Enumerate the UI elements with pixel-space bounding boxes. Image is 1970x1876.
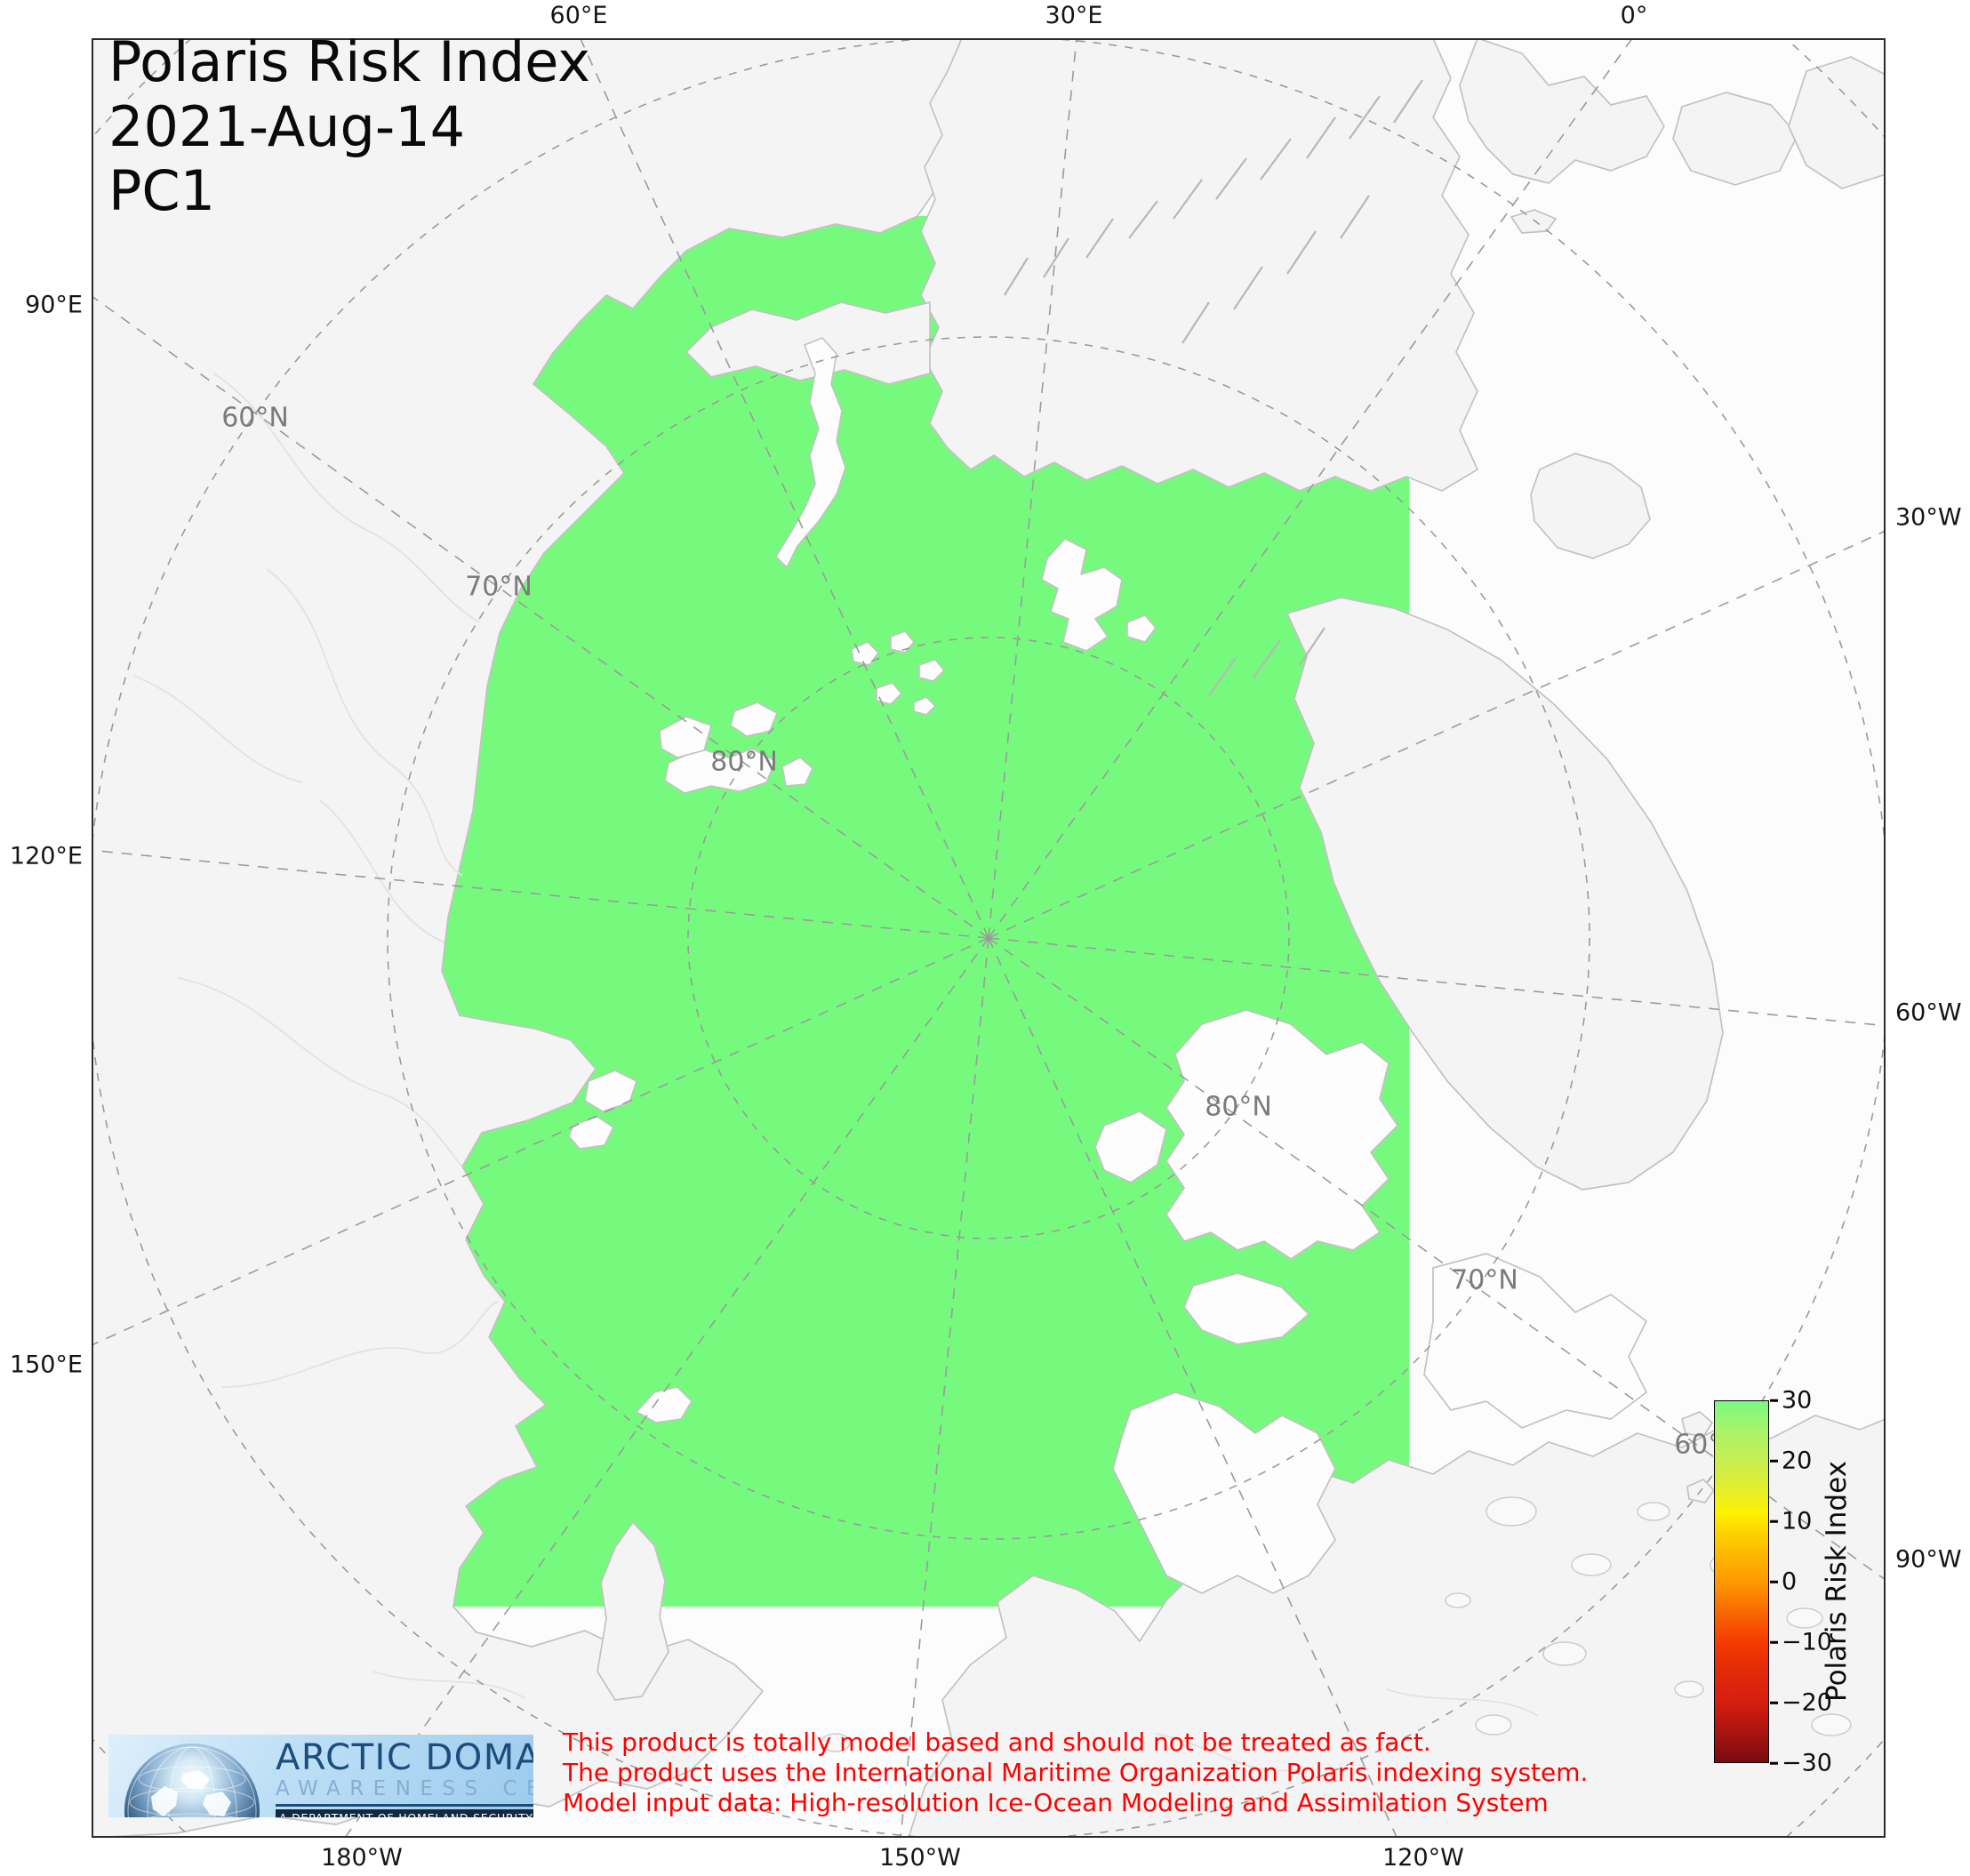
figure-title: Polaris Risk Index 2021-Aug-14 PC1 [108,29,590,224]
colorbar-ticklabel-neg10: −10 [1782,1628,1832,1656]
svalbard-islands [1041,538,1123,652]
logo-name: ARCTIC DOMAIN [276,1737,533,1778]
gridline-label-180w: 180°W [321,1844,403,1872]
latitude-label-60n-nw: 60°N [221,402,289,434]
scandinavia-landmass [920,38,1478,492]
arctic-domain-awareness-center-logo: ARCTIC DOMAIN AWARENESS CENTER A DEPARTM… [108,1735,533,1817]
arctic-islands [568,337,1157,1423]
chukotka-coast [597,1521,669,1701]
fjord-hatching [1004,79,1423,696]
eurasia-landmass [92,38,963,1838]
gridline-label-150e: 150°E [9,1351,83,1379]
colorbar-tick [1770,1519,1778,1523]
franz-josef-land [851,641,879,666]
colorbar-ticklabel-0: 0 [1782,1567,1798,1596]
latitude-label-80n-nw: 80°N [710,746,778,778]
north-atlantic-islands [1459,38,1886,1503]
colorbar-axis-label: Polaris Risk Index [1821,1461,1853,1703]
colorbar-ticklabel-neg20: −20 [1782,1688,1832,1717]
disclaimer-text: This product is totally model based and … [563,1728,1588,1818]
iceland [1530,453,1651,559]
gridline-label-150w: 150°W [879,1844,961,1872]
title-line-product: Polaris Risk Index [108,29,590,94]
risk-index-data-region [442,216,1409,1607]
globe-icon [124,1744,260,1817]
logo-text-block: ARCTIC DOMAIN AWARENESS CENTER A DEPARTM… [276,1739,533,1817]
logo-tagline: A DEPARTMENT OF HOMELAND SECURITY CENTER… [276,1809,533,1817]
disclaimer-line-1: This product is totally model based and … [563,1728,1431,1757]
title-line-variant: PC1 [108,158,216,224]
new-siberian-islands [584,1070,637,1112]
latitude-label-70n-se: 70°N [1451,1264,1518,1296]
gridline-label-90e: 90°E [25,291,83,319]
colorbar-gradient [1714,1400,1769,1763]
river-lines [132,373,1539,1772]
gridline-label-120e: 120°E [9,842,83,870]
colorbar-tick [1770,1701,1778,1704]
gridline-label-0: 0° [1620,2,1648,29]
colorbar-tick [1770,1761,1778,1765]
ireland [1672,92,1798,186]
colorbar-ticklabel-10: 10 [1782,1507,1813,1535]
map-plot-area [92,38,1886,1838]
colorbar-ticklabel-30: 30 [1782,1386,1813,1415]
faroe-islands [1510,209,1557,234]
colorbar-ticklabel-neg30: −30 [1782,1749,1832,1777]
colorbar-ticklabel-20: 20 [1782,1447,1813,1475]
latitude-label-80n-se: 80°N [1205,1091,1272,1123]
title-line-date: 2021-Aug-14 [108,93,466,159]
graticule-latitude-circles [92,38,1886,1838]
logo-subname: AWARENESS CENTER [276,1777,533,1807]
gridline-label-90w: 90°W [1895,1545,1962,1574]
wrangel-island [636,1386,693,1423]
gridline-label-30e: 30°E [1045,2,1103,29]
severnaya-zemlya [664,748,776,794]
colorbar-tick [1770,1399,1778,1402]
colorbar-tick [1770,1580,1778,1583]
gridline-label-120w: 120°W [1382,1844,1464,1872]
arctic-map [92,38,1886,1838]
disclaimer-line-3: Model input data: High-resolution Ice-Oc… [563,1788,1549,1817]
latitude-label-70n-nw: 70°N [465,571,533,603]
graticule-meridian-rays [92,38,1886,1838]
colorbar-tick [1770,1640,1778,1644]
great-britain [1459,38,1665,184]
gridline-label-60w: 60°W [1895,998,1962,1027]
disclaimer-line-2: The product uses the International Marit… [563,1758,1589,1787]
canadian-arctic-islands [1094,1009,1647,1594]
greenland-landmass [1286,597,1724,1191]
novaya-zemlya-island [775,337,846,568]
gridline-label-60e: 60°E [549,2,608,29]
lake-outlines [821,1496,1852,1752]
colorbar-tick [1770,1459,1778,1463]
gridline-label-30w: 30°W [1895,503,1962,532]
